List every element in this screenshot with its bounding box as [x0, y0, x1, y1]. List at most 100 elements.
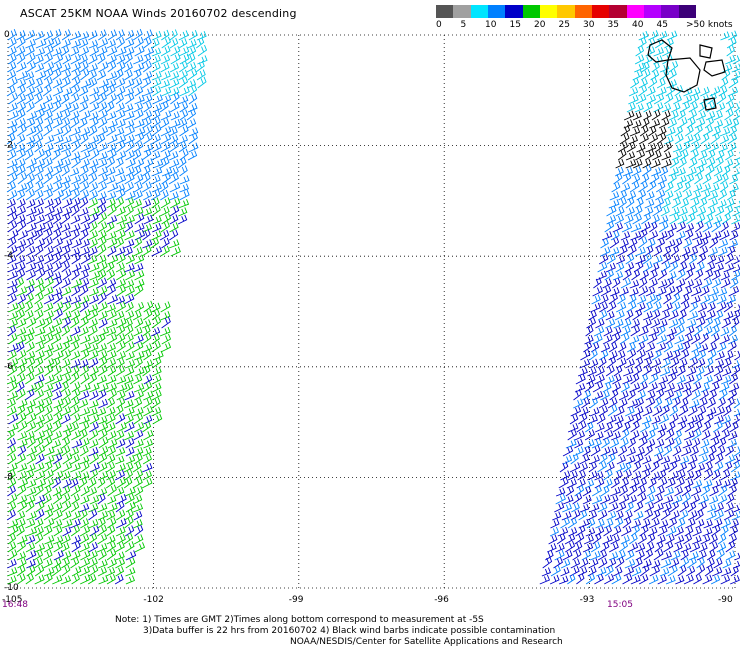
- wind-barb: [610, 230, 620, 241]
- wind-barb: [621, 222, 633, 233]
- wind-barb: [107, 143, 117, 153]
- wind-barb: [8, 525, 19, 537]
- wind-barb: [151, 230, 162, 241]
- wind-barb: [106, 149, 117, 161]
- wind-barb: [555, 487, 566, 497]
- wind-barb: [720, 525, 729, 537]
- wind-barb: [42, 493, 52, 505]
- wind-barb: [115, 262, 125, 273]
- wind-barb: [674, 125, 683, 137]
- wind-barb: [623, 119, 634, 129]
- wind-barb: [52, 430, 63, 441]
- wind-barb: [143, 143, 154, 153]
- wind-barb: [612, 374, 622, 385]
- wind-barb: [611, 326, 622, 337]
- wind-barb: [79, 421, 90, 433]
- wind-barb: [25, 189, 35, 201]
- wind-barb: [710, 132, 720, 145]
- wind-barb: [6, 509, 16, 521]
- wind-barb: [599, 294, 609, 305]
- wind-barb: [709, 236, 719, 249]
- wind-barb: [152, 350, 164, 361]
- wind-barb: [625, 501, 634, 513]
- wind-barb: [115, 134, 127, 145]
- wind-barb: [43, 221, 54, 233]
- wind-barb: [600, 485, 610, 497]
- wind-barb: [725, 54, 736, 65]
- wind-barb: [87, 557, 98, 569]
- wind-barb: [647, 382, 658, 393]
- wind-barb: [662, 495, 674, 505]
- wind-barb: [16, 327, 27, 337]
- scale-label: 20: [534, 20, 546, 30]
- wind-barb: [89, 382, 100, 393]
- wind-barb: [107, 495, 117, 505]
- scale-label: 40: [632, 20, 644, 30]
- wind-barb: [665, 332, 675, 345]
- wind-barb: [611, 332, 621, 345]
- wind-barb: [161, 70, 171, 81]
- wind-barb: [570, 509, 581, 521]
- wind-barb: [631, 173, 641, 185]
- wind-speed-color-scale: 0 5 10 15 20 25 30 35 40 45 >50 knots: [436, 5, 738, 37]
- wind-barb: [604, 375, 615, 385]
- wind-barb: [584, 479, 595, 489]
- wind-barb: [152, 215, 162, 225]
- wind-barb: [712, 318, 721, 329]
- wind-barb: [71, 541, 81, 553]
- wind-barb: [25, 181, 34, 193]
- scale-swatch: [436, 5, 454, 18]
- wind-barb: [728, 30, 738, 41]
- wind-barb: [44, 245, 54, 257]
- wind-barb: [728, 533, 737, 545]
- wind-barb: [687, 510, 698, 521]
- wind-barb: [663, 141, 672, 153]
- wind-barb: [656, 428, 666, 441]
- wind-barb: [133, 447, 144, 457]
- wind-barb: [598, 397, 609, 409]
- wind-barb: [690, 149, 699, 161]
- wind-barb: [115, 518, 127, 529]
- wind-barb: [151, 197, 160, 209]
- wind-barb: [80, 495, 90, 505]
- wind-barb: [43, 228, 53, 241]
- wind-barb: [178, 76, 189, 89]
- wind-barb: [107, 517, 117, 529]
- wind-barb: [142, 325, 151, 337]
- wind-barb: [17, 101, 27, 113]
- wind-barb: [675, 278, 686, 289]
- wind-barb: [563, 495, 574, 505]
- wind-barb: [683, 430, 695, 441]
- wind-barb: [629, 126, 641, 137]
- wind-barb: [665, 277, 675, 289]
- wind-barb: [641, 61, 650, 73]
- wind-barb: [691, 381, 702, 393]
- wind-barb: [558, 575, 569, 585]
- wind-barb: [44, 165, 54, 177]
- wind-barb: [97, 503, 108, 513]
- wind-barb: [644, 444, 653, 457]
- wind-barb: [671, 301, 681, 313]
- wind-barb: [635, 550, 645, 561]
- wind-barb: [7, 206, 17, 217]
- wind-barb: [713, 110, 723, 121]
- wind-barb: [142, 421, 152, 433]
- wind-barb: [589, 407, 600, 417]
- wind-barb: [663, 293, 672, 305]
- wind-barb: [88, 318, 98, 329]
- wind-barb: [734, 552, 740, 561]
- wind-barb: [78, 38, 89, 49]
- wind-barb: [634, 62, 645, 73]
- wind-barb: [152, 382, 162, 393]
- wind-barb: [133, 237, 143, 249]
- wind-barb: [703, 375, 713, 385]
- wind-barb: [70, 110, 80, 121]
- wind-barb: [25, 140, 35, 153]
- wind-barb: [721, 420, 732, 433]
- wind-barb: [654, 486, 665, 497]
- wind-barb: [106, 191, 117, 201]
- wind-barb: [646, 438, 656, 449]
- wind-barb: [177, 134, 188, 145]
- wind-barb: [60, 406, 71, 417]
